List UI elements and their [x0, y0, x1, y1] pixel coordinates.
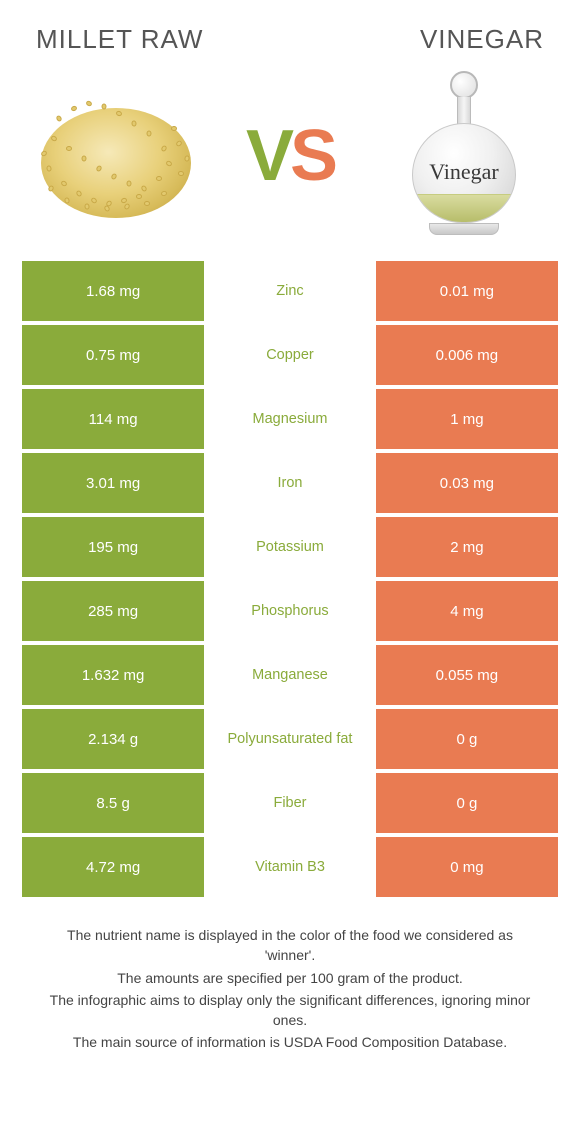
right-value: 0.055 mg [376, 645, 558, 705]
vinegar-bottle-label: Vinegar [429, 159, 499, 185]
table-row: 285 mgPhosphorus4 mg [22, 581, 558, 641]
left-value: 8.5 g [22, 773, 204, 833]
nutrient-table: 1.68 mgZinc0.01 mg0.75 mgCopper0.006 mg1… [18, 261, 562, 897]
footer-line: The main source of information is USDA F… [44, 1032, 536, 1052]
vinegar-image: Vinegar [374, 71, 554, 241]
right-value: 4 mg [376, 581, 558, 641]
table-row: 2.134 gPolyunsaturated fat0 g [22, 709, 558, 769]
right-value: 0.03 mg [376, 453, 558, 513]
footer-line: The nutrient name is displayed in the co… [44, 925, 536, 966]
left-value: 0.75 mg [22, 325, 204, 385]
millet-image [26, 71, 206, 241]
nutrient-name: Fiber [204, 773, 376, 833]
nutrient-name: Vitamin B3 [204, 837, 376, 897]
nutrient-name: Iron [204, 453, 376, 513]
table-row: 4.72 mgVitamin B30 mg [22, 837, 558, 897]
left-value: 285 mg [22, 581, 204, 641]
image-row: V S Vinegar [18, 71, 562, 241]
infographic-container: MILLET RAW VINEGAR V S Vinegar 1.68 mgZi… [0, 0, 580, 1053]
vs-v: V [246, 115, 290, 197]
right-food-title: VINEGAR [420, 24, 544, 55]
nutrient-name: Potassium [204, 517, 376, 577]
nutrient-name: Zinc [204, 261, 376, 321]
vs-label: V S [246, 115, 334, 197]
title-row: MILLET RAW VINEGAR [18, 24, 562, 55]
footer-line: The amounts are specified per 100 gram o… [44, 968, 536, 988]
nutrient-name: Magnesium [204, 389, 376, 449]
nutrient-name: Manganese [204, 645, 376, 705]
left-value: 195 mg [22, 517, 204, 577]
nutrient-name: Polyunsaturated fat [204, 709, 376, 769]
nutrient-name: Phosphorus [204, 581, 376, 641]
table-row: 1.68 mgZinc0.01 mg [22, 261, 558, 321]
left-value: 4.72 mg [22, 837, 204, 897]
footer-notes: The nutrient name is displayed in the co… [18, 925, 562, 1053]
right-value: 0 g [376, 709, 558, 769]
left-value: 1.68 mg [22, 261, 204, 321]
nutrient-name: Copper [204, 325, 376, 385]
table-row: 1.632 mgManganese0.055 mg [22, 645, 558, 705]
table-row: 3.01 mgIron0.03 mg [22, 453, 558, 513]
left-value: 1.632 mg [22, 645, 204, 705]
left-value: 3.01 mg [22, 453, 204, 513]
right-value: 0.01 mg [376, 261, 558, 321]
left-food-title: MILLET RAW [36, 24, 203, 55]
right-value: 0.006 mg [376, 325, 558, 385]
vs-s: S [290, 115, 334, 197]
table-row: 195 mgPotassium2 mg [22, 517, 558, 577]
right-value: 0 g [376, 773, 558, 833]
left-value: 2.134 g [22, 709, 204, 769]
right-value: 2 mg [376, 517, 558, 577]
right-value: 0 mg [376, 837, 558, 897]
table-row: 0.75 mgCopper0.006 mg [22, 325, 558, 385]
left-value: 114 mg [22, 389, 204, 449]
right-value: 1 mg [376, 389, 558, 449]
table-row: 8.5 gFiber0 g [22, 773, 558, 833]
footer-line: The infographic aims to display only the… [44, 990, 536, 1031]
table-row: 114 mgMagnesium1 mg [22, 389, 558, 449]
